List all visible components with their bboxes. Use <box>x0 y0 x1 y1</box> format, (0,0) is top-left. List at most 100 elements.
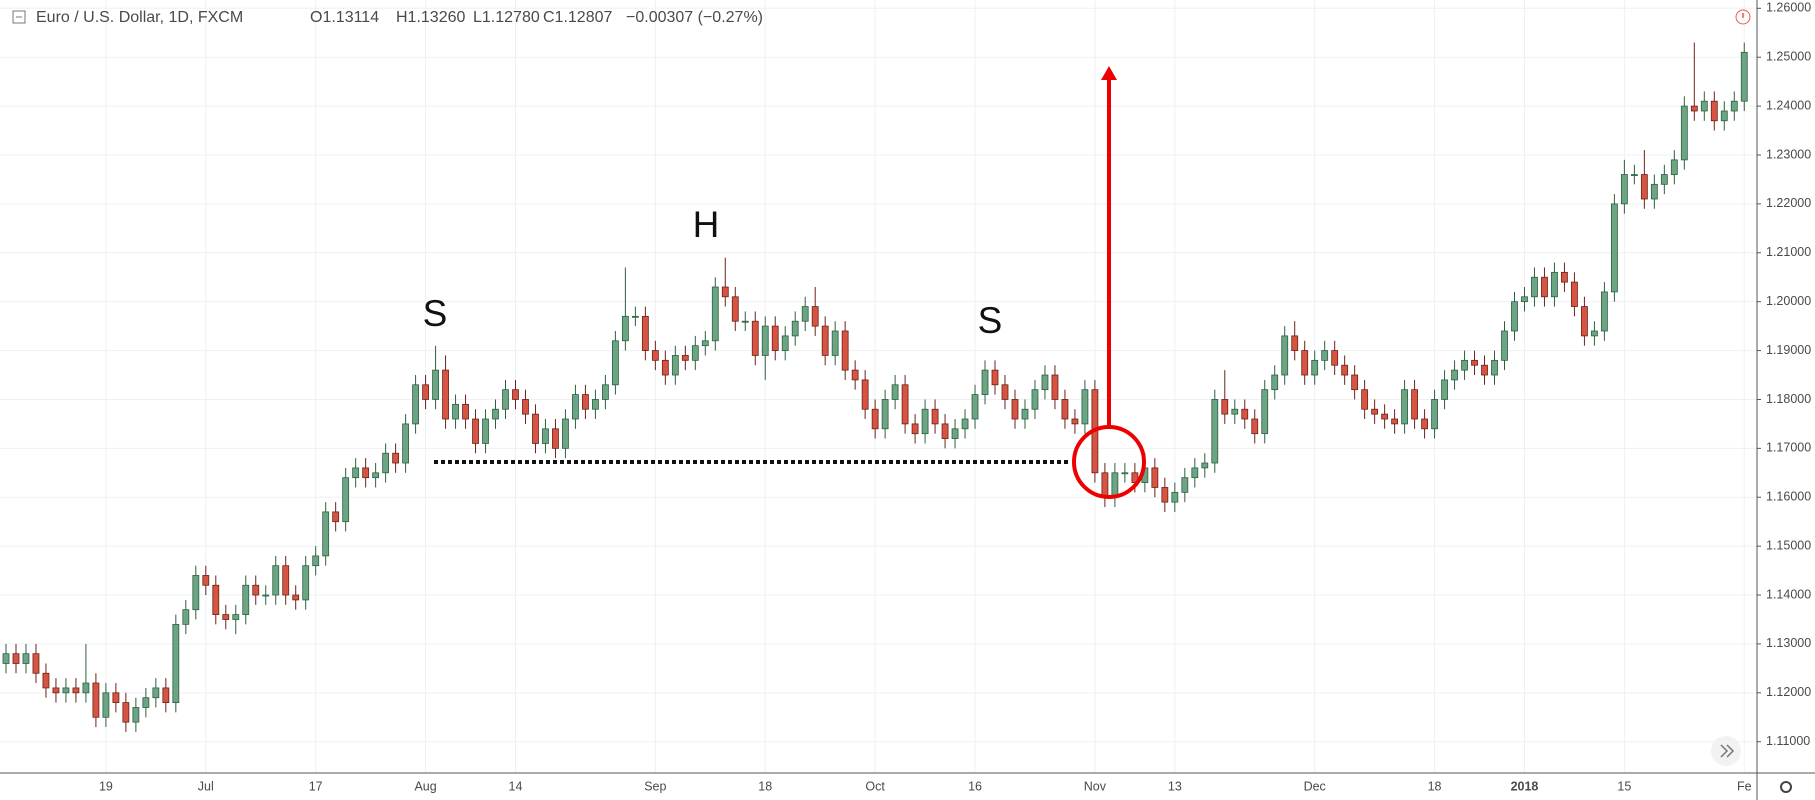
candle-body <box>711 286 719 342</box>
candle-body <box>941 423 949 439</box>
candle-body <box>42 672 50 689</box>
candle-body <box>72 687 80 694</box>
candle-body <box>1401 389 1408 425</box>
candle-body <box>592 399 599 410</box>
candle-body <box>921 408 929 435</box>
candle-body <box>1391 418 1399 425</box>
candle-body <box>1061 399 1069 420</box>
candle-body <box>731 296 739 322</box>
candle-body <box>32 653 40 674</box>
candle-body <box>332 511 340 523</box>
candle-body <box>1351 374 1359 391</box>
candle-body <box>1581 306 1588 337</box>
alert-icon[interactable] <box>1735 9 1751 25</box>
candle-body <box>891 384 899 400</box>
collapse-button[interactable] <box>12 10 26 24</box>
arrow-head <box>1101 66 1117 80</box>
candle-body <box>542 428 549 444</box>
candle-body <box>162 687 170 703</box>
x-tick-label: 17 <box>309 779 323 793</box>
candle-body <box>1191 467 1199 479</box>
candle-body <box>1291 335 1299 351</box>
y-tick-label: 1.14000 <box>1766 587 1811 601</box>
candle-body <box>22 653 30 664</box>
y-tick-label: 1.20000 <box>1766 294 1811 308</box>
candle-body <box>1281 335 1289 376</box>
candle-body <box>901 384 909 425</box>
candle-body <box>532 413 539 444</box>
x-tick-label: 18 <box>1428 779 1442 793</box>
candle-body <box>202 575 210 586</box>
candle-body <box>472 418 479 444</box>
candle-body <box>811 306 819 327</box>
candle-body <box>602 384 609 400</box>
candle-body <box>252 584 260 596</box>
x-tick-label: 2018 <box>1511 779 1539 793</box>
candle-body <box>1251 418 1259 435</box>
candle-body <box>1071 418 1079 425</box>
candle-body <box>641 315 649 351</box>
x-tick-label: Jul <box>198 779 214 793</box>
x-tick-label: 14 <box>509 779 523 793</box>
candle-body <box>1441 379 1448 400</box>
candle-body <box>452 403 459 420</box>
y-tick-label: 1.13000 <box>1766 636 1811 650</box>
candle-body <box>502 389 509 410</box>
candle-body <box>721 286 729 298</box>
candle-body <box>1201 462 1209 469</box>
candle-body <box>741 320 749 323</box>
candle-body <box>462 403 469 420</box>
candle-body <box>1740 51 1748 102</box>
x-tick-label: 13 <box>1168 779 1182 793</box>
candle-body <box>552 428 559 449</box>
y-tick-label: 1.11000 <box>1766 734 1810 748</box>
candle-body <box>1021 408 1029 420</box>
candle-body <box>771 325 779 351</box>
y-tick-label: 1.22000 <box>1766 196 1811 210</box>
candle-body <box>122 702 130 723</box>
candle-body <box>212 584 220 615</box>
scroll-icon <box>1720 744 1729 758</box>
candle-body <box>1561 271 1568 283</box>
grid <box>0 0 1757 773</box>
annotation: S <box>423 293 448 334</box>
candle-body <box>1111 472 1119 498</box>
candle-body <box>951 428 959 439</box>
candle-body <box>1710 100 1718 122</box>
y-tick-label: 1.17000 <box>1766 441 1811 455</box>
candle-body <box>871 408 879 430</box>
candle-body <box>1670 159 1678 175</box>
candle-body <box>1481 364 1488 376</box>
candle-body <box>512 389 519 400</box>
candle-body <box>1151 467 1159 488</box>
candle-body <box>1411 389 1418 420</box>
candle-body <box>12 653 20 664</box>
candle-body <box>62 687 70 694</box>
candle-body <box>1421 418 1428 430</box>
candle-body <box>132 707 140 723</box>
candle-body <box>1541 276 1548 298</box>
y-tick-label: 1.26000 <box>1766 1 1811 15</box>
candle-body <box>701 340 709 347</box>
candle-body <box>1501 330 1508 361</box>
candle-body <box>931 408 939 425</box>
candle-body <box>1461 359 1468 371</box>
change-value: −0.00307 (−0.27%) <box>626 9 763 26</box>
y-tick-label: 1.12000 <box>1766 685 1811 699</box>
candle-body <box>1690 105 1698 112</box>
candle-body <box>1011 399 1019 420</box>
x-tick-label: 18 <box>758 779 772 793</box>
x-tick-label: Dec <box>1304 779 1326 793</box>
candle-body <box>1531 276 1538 298</box>
time-axis <box>0 773 1815 800</box>
candle-body <box>382 452 390 474</box>
settings-icon[interactable] <box>1780 781 1792 793</box>
symbol-title[interactable]: Euro / U.S. Dollar, 1D, FXCM <box>36 9 243 26</box>
candle-body <box>821 325 829 356</box>
candle-body <box>621 315 629 342</box>
candle-body <box>112 692 120 703</box>
candle-body <box>242 584 250 615</box>
candle-body <box>492 408 499 420</box>
candle-body <box>1650 183 1658 200</box>
candle-body <box>1381 413 1389 420</box>
